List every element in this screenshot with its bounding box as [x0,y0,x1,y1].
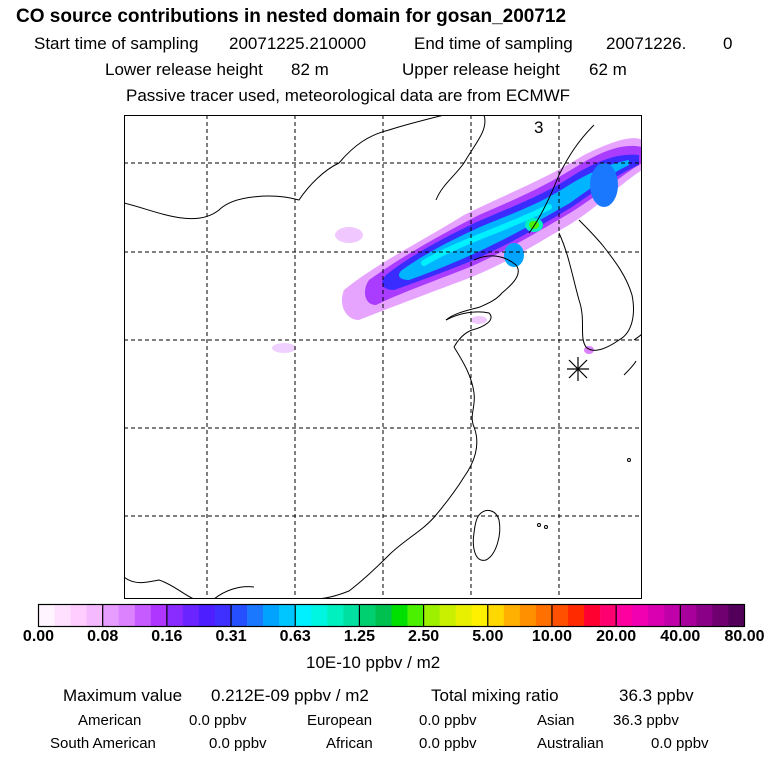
color-scale-cell [70,604,87,627]
color-scale-tick-label: 0.00 [22,628,55,645]
color-scale-cell [664,604,681,627]
color-scale-cell [198,604,216,627]
color-scale-frame [37,603,746,628]
lower-height-value: 82 m [291,60,329,79]
color-scale-cell [279,604,296,627]
color-scale-cell [439,604,456,627]
color-scale-cell [54,604,71,627]
color-scale-tick-label: 0.08 [87,628,119,645]
color-scale-cell [118,604,136,627]
color-scale-cell [568,604,585,627]
color-scale-cell [182,604,200,627]
color-scale-cell [455,604,473,627]
color-scale-tick-label: 5.00 [472,628,504,645]
color-scale-cell [391,604,408,627]
region-name: Australian [537,735,604,752]
color-scale-cell [519,604,537,627]
total-mixing-label: Total mixing ratio [431,686,559,705]
map-frame [124,115,642,599]
figure-title: CO source contributions in nested domain… [16,6,567,27]
tracer-plume [272,138,642,354]
start-time-label: Start time of sampling [34,34,199,53]
color-scale-cell [680,604,697,627]
color-scale-cell [263,604,280,627]
color-scale-tick-label: 0.16 [151,628,183,645]
color-scale-cell [327,604,344,627]
end-time-label: End time of sampling [414,34,573,53]
tracer-note: Passive tracer used, meteorological data… [126,86,571,105]
color-scale-cell [600,604,617,627]
color-scale-cell [696,604,713,627]
color-scale-cell [407,604,424,627]
region-name: African [326,735,373,752]
region-value: 0.0 ppbv [419,712,477,729]
color-scale-cell [359,604,376,627]
region-value: 0.0 ppbv [209,735,267,752]
panel-number: 3 [534,118,543,137]
color-scale-cell [38,604,55,627]
color-scale-tick-label: 0.31 [215,628,247,645]
upper-height-label: Upper release height [402,60,560,79]
color-scale-cell [102,604,120,627]
color-scale-cell [311,604,328,627]
color-scale-unit: 10E-10 ppbv / m2 [306,653,441,672]
lat-lon-grid [124,115,642,599]
color-scale-cell [150,604,168,627]
color-scale-cell [535,604,553,627]
end-time-value: 20071226. [606,34,687,53]
color-scale-cell [343,604,360,627]
max-value-label: Maximum value [63,686,183,705]
color-scale-bar [37,603,746,628]
color-scale-tick-label: 10.00 [531,628,572,645]
region-name: American [78,712,142,729]
upper-height-value: 62 m [589,60,627,79]
color-scale-tick-label: 1.25 [343,628,375,645]
max-value: 0.212E-09 ppbv / m2 [211,686,369,705]
color-scale-cell [648,604,665,627]
region-value: 0.0 ppbv [651,735,709,752]
map-panel: 3 [124,115,642,599]
color-scale-cell [584,604,601,627]
end-time-extra: 0 [723,34,733,53]
region-value: 0.0 ppbv [189,712,247,729]
color-scale-tick-label: 20.00 [596,628,637,645]
region-value: 36.3 ppbv [613,712,679,729]
color-scale-cell [503,604,521,627]
color-scale-cell [616,604,633,627]
region-name: South American [50,735,156,752]
color-scale-cell [487,604,505,627]
color-scale-cell [375,604,392,627]
color-scale-tick-label: 0.63 [279,628,311,645]
color-scale-cell [728,604,745,627]
receptor-asterisk-icon [567,357,589,381]
color-scale-tick-label: 80.00 [724,628,765,645]
color-scale-cell [86,604,103,627]
coastlines [124,115,642,599]
region-value: 0.0 ppbv [419,735,477,752]
color-scale-cell [215,604,232,627]
region-name: European [307,712,373,729]
color-scale-cell [231,604,248,627]
color-scale-cell [712,604,729,627]
color-scale-cell [134,604,152,627]
color-scale-cell [247,604,264,627]
color-scale-cell [423,604,440,627]
color-scale-cell [166,604,184,627]
region-name: Asian [537,712,575,729]
color-scale-tick-label: 2.50 [408,628,440,645]
lower-height-label: Lower release height [105,60,263,79]
total-mixing-value: 36.3 ppbv [619,686,694,705]
start-time-value: 20071225.210000 [229,34,367,53]
color-scale-cell [295,604,312,627]
color-scale-cell [632,604,649,627]
color-scale-tick-label: 40.00 [660,628,701,645]
color-scale-cell [551,604,569,627]
color-scale-cell [471,604,489,627]
